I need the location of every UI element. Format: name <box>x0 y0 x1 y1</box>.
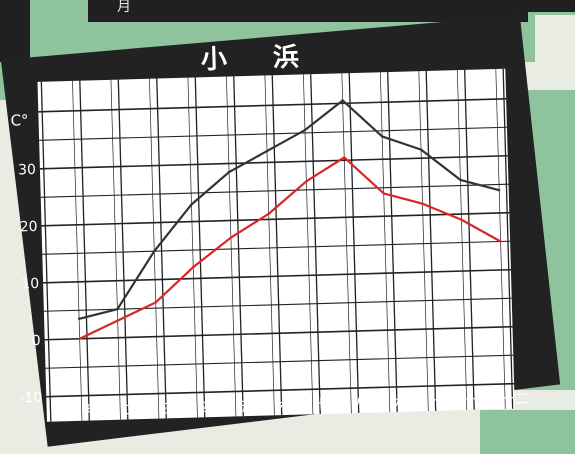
data-point <box>267 212 270 215</box>
y-tick-label: 30 <box>18 162 36 178</box>
data-point <box>227 170 231 174</box>
data-point <box>116 308 119 311</box>
x-tick-label: 五 <box>238 399 252 415</box>
data-point <box>382 192 385 195</box>
background-dark-strip <box>88 0 528 22</box>
grid-line-vertical-minor <box>187 77 198 418</box>
x-tick-label: 二 <box>123 402 137 418</box>
data-point <box>190 203 193 206</box>
y-tick-label: -10 <box>19 390 42 407</box>
grid-line-vertical-minor <box>380 72 391 413</box>
series-line-2 <box>79 156 502 340</box>
data-point <box>303 128 307 132</box>
x-tick-label: 七 <box>315 397 329 413</box>
grid-line-vertical <box>310 74 321 415</box>
data-point <box>78 337 81 340</box>
grid-line-vertical-minor <box>264 75 275 416</box>
y-tick-label: 10 <box>21 276 39 292</box>
data-point <box>77 317 81 321</box>
grid-line-vertical-minor <box>226 76 237 417</box>
grid-line-vertical <box>271 75 283 416</box>
data-point <box>497 188 501 192</box>
data-point <box>116 319 119 322</box>
chart-title: 小 浜 <box>201 42 310 75</box>
grid-line-horizontal <box>43 297 512 312</box>
x-tick-labels: 月 二 三 四 五 六 七 八 九 十 十一 十二 <box>84 391 529 419</box>
background-dark-strip <box>0 0 30 62</box>
grid-line-vertical <box>79 80 90 421</box>
grid-line-horizontal <box>43 268 511 284</box>
grid-line-vertical-minor <box>341 73 352 414</box>
plot-area <box>37 68 515 422</box>
x-tick-label: 十一 <box>462 392 490 409</box>
grid-line-horizontal <box>46 382 515 398</box>
grid-line-horizontal <box>39 154 508 170</box>
grid-line-vertical <box>40 81 52 422</box>
grid <box>38 68 515 422</box>
grid-line-vertical <box>387 72 398 412</box>
y-tick-label: 0 <box>32 333 41 349</box>
grid-line-vertical <box>425 70 437 411</box>
data-point <box>229 236 233 239</box>
grid-line-horizontal <box>42 240 511 255</box>
grid-line-vertical <box>194 77 206 418</box>
data-point <box>305 180 308 183</box>
data-point <box>421 202 424 205</box>
data-point <box>419 148 423 151</box>
data-point <box>460 218 463 221</box>
grid-line-vertical <box>464 69 475 410</box>
data-point <box>459 178 462 182</box>
grid-line-vertical <box>348 73 360 414</box>
grid-line-horizontal <box>40 183 509 198</box>
data-point <box>265 149 269 153</box>
background-green-patch <box>480 410 575 454</box>
grid-line-vertical-minor <box>456 70 468 410</box>
grid-line-horizontal <box>45 354 514 369</box>
x-tick-label: 九 <box>392 395 406 411</box>
data-point <box>380 135 384 138</box>
y-tick-labels: -10 0 10 20 30 <box>18 162 43 407</box>
x-tick-label: 十二 <box>501 391 529 408</box>
grid-line-vertical-minor <box>149 78 160 419</box>
data-point <box>153 249 156 253</box>
y-tick-label: 20 <box>19 219 37 235</box>
data-point <box>341 99 344 102</box>
x-tick-label: 四 <box>200 400 214 416</box>
x-tick-label: 十 <box>431 394 445 410</box>
background-light-patch <box>535 15 575 75</box>
x-tick-label: 三 <box>161 401 175 417</box>
x-tick-label: 八 <box>354 396 368 412</box>
grid-line-vertical-minor <box>495 69 506 409</box>
x-tick-label: 月 <box>84 403 98 419</box>
grid-line-horizontal <box>41 211 510 227</box>
data-point <box>343 156 346 159</box>
grid-line-horizontal <box>38 97 507 113</box>
grid-line-vertical <box>117 79 129 420</box>
data-point <box>499 240 502 243</box>
grid-line-vertical <box>233 76 244 417</box>
series-line-1 <box>78 99 500 320</box>
series-layer <box>77 99 502 340</box>
grid-line-vertical <box>156 78 167 419</box>
top-fragment-text: 月 <box>117 0 131 15</box>
background-dark-strip <box>528 0 575 12</box>
x-tick-label: 六 <box>277 398 291 414</box>
grid-line-horizontal <box>44 325 513 341</box>
grid-line-vertical-minor <box>110 79 121 420</box>
y-axis-label: C° <box>10 111 28 129</box>
grid-line-horizontal <box>39 126 507 141</box>
data-point <box>154 301 157 304</box>
grid-line-vertical-minor <box>418 71 429 412</box>
grid-line-vertical-minor <box>72 80 83 421</box>
data-point <box>192 265 195 269</box>
grid-line-vertical <box>502 68 514 409</box>
